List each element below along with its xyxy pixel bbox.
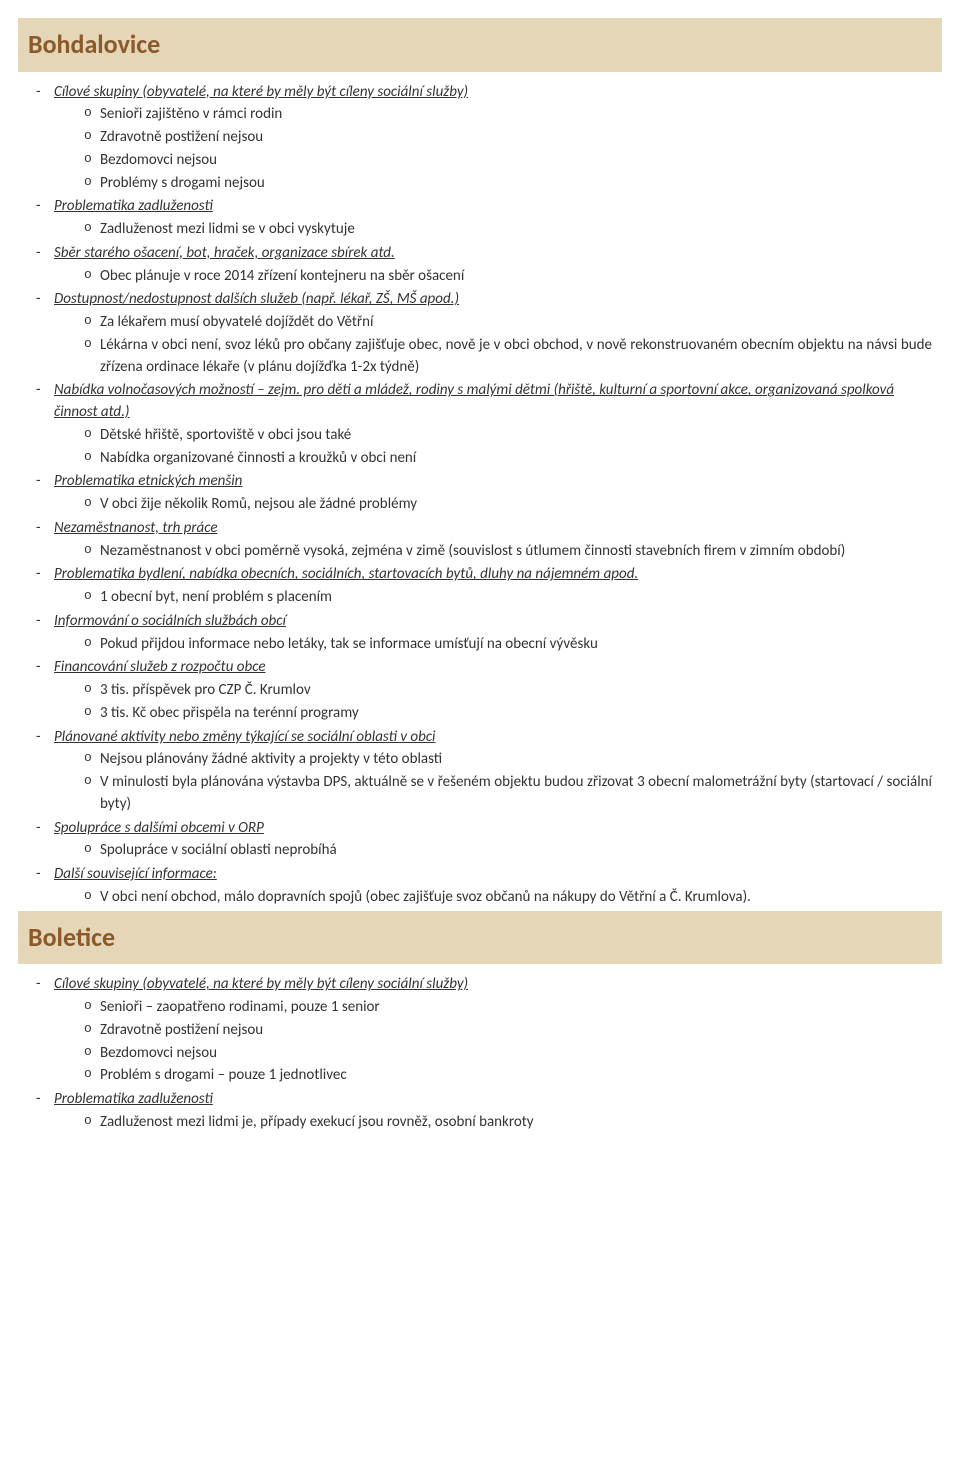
list-item: Problematika etnických menšin V obci žij… [28, 471, 932, 516]
sub-list: 3 tis. příspěvek pro CZP Č. Krumlov 3 ti… [54, 680, 932, 725]
sub-item: 3 tis. Kč obec přispěla na terénní progr… [54, 703, 932, 725]
category-label: Nezaměstnanost, trh práce [54, 519, 218, 537]
sub-list: Nejsou plánovány žádné aktivity a projek… [54, 749, 932, 815]
sub-list: Dětské hřiště, sportoviště v obci jsou t… [54, 425, 932, 470]
category-label: Problematika bydlení, nabídka obecních, … [54, 565, 638, 583]
sub-item: Pokud přijdou informace nebo letáky, tak… [54, 634, 932, 656]
sub-list: Zadluženost mezi lidmi se v obci vyskytu… [54, 219, 932, 241]
sub-item: Bezdomovci nejsou [54, 1043, 932, 1065]
sub-item: Problémy s drogami nejsou [54, 173, 932, 195]
sub-item: Zdravotně postižení nejsou [54, 1020, 932, 1042]
section-header-boletice: Boletice [18, 911, 942, 965]
bohdalovice-list: Cílové skupiny (obyvatelé, na které by m… [28, 82, 932, 909]
sub-list: V obci žije několik Romů, nejsou ale žád… [54, 494, 932, 516]
boletice-list: Cílové skupiny (obyvatelé, na které by m… [28, 974, 932, 1133]
category-label: Problematika zadluženosti [54, 1090, 213, 1108]
sub-item: Problém s drogami – pouze 1 jednotlivec [54, 1065, 932, 1087]
sub-list: Obec plánuje v roce 2014 zřízení kontejn… [54, 266, 932, 288]
list-item: Plánované aktivity nebo změny týkající s… [28, 727, 932, 816]
category-label: Financování služeb z rozpočtu obce [54, 658, 266, 676]
sub-item: Obec plánuje v roce 2014 zřízení kontejn… [54, 266, 932, 288]
sub-list: V obci není obchod, málo dopravních spoj… [54, 887, 932, 909]
category-label: Problematika etnických menšin [54, 472, 242, 490]
list-item: Cílové skupiny (obyvatelé, na které by m… [28, 82, 932, 195]
sub-list: Spolupráce v sociální oblasti neprobíhá [54, 840, 932, 862]
sub-item: Za lékařem musí obyvatelé dojíždět do Vě… [54, 312, 932, 334]
sub-item: Lékárna v obci není, svoz léků pro občan… [54, 335, 932, 379]
sub-item: 3 tis. příspěvek pro CZP Č. Krumlov [54, 680, 932, 702]
sub-list: Pokud přijdou informace nebo letáky, tak… [54, 634, 932, 656]
category-label: Dostupnost/nedostupnost dalších služeb (… [54, 290, 459, 308]
category-label: Nabídka volnočasových možností – zejm. p… [54, 381, 894, 421]
sub-item: Dětské hřiště, sportoviště v obci jsou t… [54, 425, 932, 447]
list-item: Sběr starého ošacení, bot, hraček, organ… [28, 243, 932, 288]
list-item: Problematika bydlení, nabídka obecních, … [28, 564, 932, 609]
sub-list: Za lékařem musí obyvatelé dojíždět do Vě… [54, 312, 932, 378]
category-label: Sběr starého ošacení, bot, hraček, organ… [54, 244, 395, 262]
category-label: Problematika zadluženosti [54, 197, 213, 215]
list-item: Cílové skupiny (obyvatelé, na které by m… [28, 974, 932, 1087]
sub-list: Senioři – zaopatřeno rodinami, pouze 1 s… [54, 997, 932, 1087]
list-item: Nabídka volnočasových možností – zejm. p… [28, 380, 932, 469]
category-label: Plánované aktivity nebo změny týkající s… [54, 728, 436, 746]
list-item: Problematika zadluženosti Zadluženost me… [28, 1089, 932, 1134]
list-item: Spolupráce s dalšími obcemi v ORP Spolup… [28, 818, 932, 863]
category-label: Cílové skupiny (obyvatelé, na které by m… [54, 83, 468, 101]
sub-item: Bezdomovci nejsou [54, 150, 932, 172]
list-item: Problematika zadluženosti Zadluženost me… [28, 196, 932, 241]
sub-item: Spolupráce v sociální oblasti neprobíhá [54, 840, 932, 862]
sub-item: Senioři – zaopatřeno rodinami, pouze 1 s… [54, 997, 932, 1019]
sub-item: Zdravotně postižení nejsou [54, 127, 932, 149]
sub-item: Zadluženost mezi lidmi se v obci vyskytu… [54, 219, 932, 241]
sub-item: Nabídka organizované činnosti a kroužků … [54, 448, 932, 470]
sub-list: Nezaměstnanost v obci poměrně vysoká, ze… [54, 541, 932, 563]
list-item: Dostupnost/nedostupnost dalších služeb (… [28, 289, 932, 378]
category-label: Cílové skupiny (obyvatelé, na které by m… [54, 975, 468, 993]
list-item: Další související informace: V obci není… [28, 864, 932, 909]
sub-list: Zadluženost mezi lidmi je, případy exeku… [54, 1112, 932, 1134]
sub-list: Senioři zajištěno v rámci rodin Zdravotn… [54, 104, 932, 194]
list-item: Nezaměstnanost, trh práce Nezaměstnanost… [28, 518, 932, 563]
sub-item: 1 obecní byt, není problém s placením [54, 587, 932, 609]
sub-item: V minulosti byla plánována výstavba DPS,… [54, 772, 932, 816]
category-label: Další související informace: [54, 865, 217, 883]
category-label: Spolupráce s dalšími obcemi v ORP [54, 819, 264, 837]
category-label: Informování o sociálních službách obcí [54, 612, 286, 630]
sub-item: V obci není obchod, málo dopravních spoj… [54, 887, 932, 909]
section-header-bohdalovice: Bohdalovice [18, 18, 942, 72]
sub-item: Nejsou plánovány žádné aktivity a projek… [54, 749, 932, 771]
list-item: Financování služeb z rozpočtu obce 3 tis… [28, 657, 932, 724]
sub-list: 1 obecní byt, není problém s placením [54, 587, 932, 609]
sub-item: Senioři zajištěno v rámci rodin [54, 104, 932, 126]
sub-item: Zadluženost mezi lidmi je, případy exeku… [54, 1112, 932, 1134]
sub-item: Nezaměstnanost v obci poměrně vysoká, ze… [54, 541, 932, 563]
list-item: Informování o sociálních službách obcí P… [28, 611, 932, 656]
sub-item: V obci žije několik Romů, nejsou ale žád… [54, 494, 932, 516]
